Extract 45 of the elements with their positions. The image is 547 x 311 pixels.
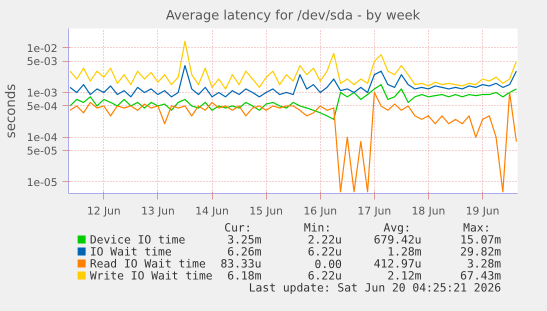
text: 67.43m [460,268,502,282]
text: 83.33u [220,256,262,270]
x-tick-label: 12 Jun [87,204,121,218]
y-axis-title: seconds [4,84,19,138]
x-tick-label: 17 Jun [358,204,392,218]
text: 412.97u [374,256,422,270]
y-tick-label: 5e-05 [26,144,58,158]
x-tick-label: 18 Jun [412,204,446,218]
text: Max: [463,220,490,234]
text: 6.22u [308,244,342,258]
text: 679.42u [374,232,422,246]
text: 3.28m [466,256,502,270]
line-series [69,40,517,90]
text: Avg: [384,220,411,234]
x-tick-label: 13 Jun [141,204,175,218]
y-tick-label: 1e-05 [26,176,58,189]
text: 1.28m [387,244,422,258]
text: 6.22u [308,268,342,282]
y-tick-label: 1e-04 [26,131,58,144]
text: 2.22u [308,232,342,246]
text: 6.18m [227,268,262,282]
chart-title: Average latency for /dev/sda - by week [166,8,421,24]
text: Min: [304,220,332,234]
x-tick-label: 19 Jun [466,204,500,218]
y-tick-label: 5e-04 [26,100,58,113]
y-tick-label: 5e-03 [26,55,58,68]
legend-label: Read IO Wait time [90,256,206,270]
line-series [69,64,517,98]
line-series [69,84,517,120]
x-tick-label: 15 Jun [249,204,283,218]
text: 0.00 [314,257,342,271]
text: 29.82m [460,244,502,258]
text: Last update: Sat Jun 20 04:25:21 2026 [248,280,502,294]
text: 3.25m [227,232,262,246]
text: 15.07m [460,232,502,246]
x-tick-label: 16 Jun [303,204,338,218]
legend-label: IO Wait time [90,244,172,258]
legend-label: Device IO time [90,232,186,246]
x-tick-label: 14 Jun [195,204,229,218]
y-tick-label: 1e-03 [26,86,58,100]
text: 6.26m [227,244,262,258]
text: Cur: [224,220,252,234]
legend-label: Write IO Wait time [90,268,213,282]
text: 2.12m [387,268,422,282]
y-tick-label: 1e-02 [26,42,58,55]
